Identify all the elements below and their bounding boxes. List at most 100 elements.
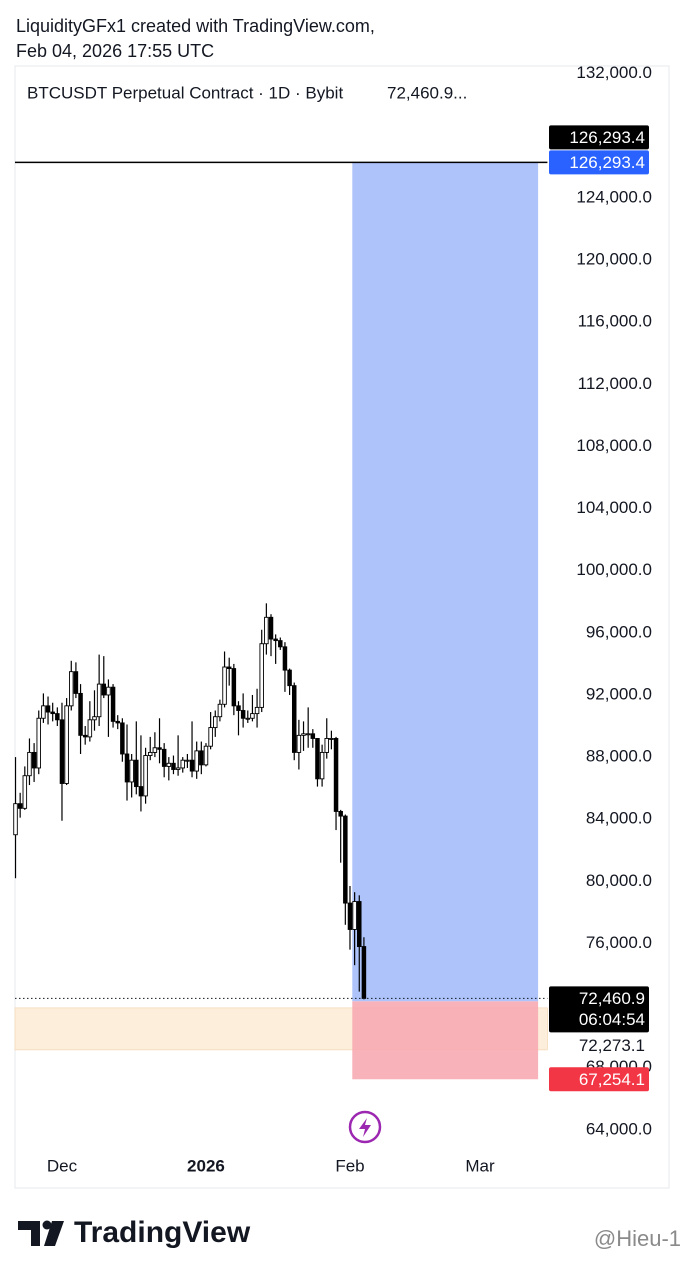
candle-body bbox=[55, 713, 60, 721]
candle-body bbox=[324, 738, 330, 753]
candle-body bbox=[222, 666, 227, 705]
y-tick-label: 124,000.0 bbox=[576, 187, 652, 206]
candle-body bbox=[291, 685, 297, 753]
y-tick-label: 116,000.0 bbox=[578, 312, 652, 331]
price-badge bbox=[549, 986, 649, 1033]
candle-body bbox=[199, 750, 204, 766]
chart-frame bbox=[14, 65, 670, 1189]
candle-body bbox=[361, 946, 367, 999]
candle-body bbox=[175, 767, 181, 770]
target-label: 126,293.4 bbox=[569, 153, 645, 172]
candle-body bbox=[301, 733, 306, 736]
candle-body bbox=[143, 755, 148, 797]
candle-body bbox=[268, 616, 274, 640]
candle-body bbox=[115, 720, 120, 724]
target-badge bbox=[549, 150, 649, 175]
x-tick-label: Mar bbox=[465, 1156, 495, 1175]
hline-label: 126,293.4 bbox=[569, 128, 645, 147]
candle-body bbox=[259, 643, 264, 708]
watermark: @Hieu-1 bbox=[594, 1226, 681, 1251]
stop-label: 67,254.1 bbox=[579, 1070, 645, 1089]
candle-body bbox=[120, 722, 125, 755]
candle-body bbox=[231, 668, 237, 707]
y-tick-label: 80,000.0 bbox=[586, 871, 652, 890]
price-label: 72,460.9 bbox=[579, 989, 645, 1008]
candle-body bbox=[240, 710, 246, 719]
candle-body bbox=[64, 705, 69, 784]
candle-body bbox=[147, 751, 153, 756]
candle-body bbox=[264, 616, 269, 645]
candle-body bbox=[250, 713, 255, 719]
replay-icon[interactable] bbox=[348, 1110, 382, 1144]
candle-body bbox=[59, 719, 65, 784]
candle-body bbox=[69, 671, 74, 707]
candle-body bbox=[296, 734, 302, 753]
candle-body bbox=[245, 717, 251, 720]
candle-body bbox=[157, 747, 162, 750]
candle-body bbox=[138, 786, 144, 797]
candle-body bbox=[343, 815, 348, 904]
candle-body bbox=[310, 733, 316, 739]
candle-body bbox=[338, 810, 343, 817]
y-tick-label: 100,000.0 bbox=[576, 560, 652, 579]
candle-body bbox=[203, 745, 209, 766]
candle-body bbox=[357, 901, 362, 948]
candle-body bbox=[161, 748, 167, 767]
y-tick-label: 112,000.0 bbox=[578, 374, 652, 393]
entry-label: 72,273.1 bbox=[579, 1036, 645, 1055]
profit-box bbox=[352, 162, 539, 1002]
y-tick-label: 104,000.0 bbox=[576, 498, 652, 517]
candle-body bbox=[236, 705, 241, 711]
candle-body bbox=[278, 640, 283, 648]
candle-body bbox=[189, 759, 195, 772]
candle-body bbox=[226, 666, 232, 670]
candle-body bbox=[124, 753, 130, 783]
candle-body bbox=[254, 706, 260, 715]
candle-body bbox=[347, 902, 353, 930]
brand: TradingView bbox=[74, 1216, 251, 1249]
y-tick-label: 64,000.0 bbox=[586, 1119, 652, 1138]
loss-box bbox=[352, 1001, 539, 1080]
stop-badge bbox=[549, 1067, 649, 1092]
plot-area bbox=[13, 161, 548, 1080]
y-tick-label: 108,000.0 bbox=[576, 436, 652, 455]
symbol-price: 72,460.9... bbox=[387, 83, 467, 102]
candle-body bbox=[50, 711, 55, 715]
candle-body bbox=[78, 692, 83, 736]
header-line: LiquidityGFx1 created with TradingView.c… bbox=[16, 16, 375, 36]
y-tick-label: 84,000.0 bbox=[586, 809, 652, 828]
candle-body bbox=[333, 738, 339, 812]
candle-body bbox=[92, 716, 97, 721]
candle-body bbox=[27, 751, 32, 777]
y-tick-label: 76,000.0 bbox=[586, 933, 652, 952]
candle-body bbox=[213, 716, 218, 729]
candle-body bbox=[305, 733, 311, 736]
candle-body bbox=[87, 719, 93, 738]
x-tick-label: Dec bbox=[47, 1156, 78, 1175]
countdown-label: 06:04:54 bbox=[579, 1010, 645, 1029]
y-tick-label: 120,000.0 bbox=[576, 250, 652, 269]
candle-body bbox=[101, 683, 107, 696]
candle-body bbox=[329, 738, 334, 740]
hline-badge bbox=[549, 125, 649, 150]
x-tick-label: Feb bbox=[335, 1156, 364, 1175]
candle-body bbox=[180, 759, 186, 769]
header-line: Feb 04, 2026 17:55 UTC bbox=[16, 41, 214, 61]
y-tick-label: 96,000.0 bbox=[586, 622, 652, 641]
candle-body bbox=[129, 759, 134, 783]
tradingview-logo bbox=[18, 1220, 64, 1246]
candle-body bbox=[273, 638, 278, 642]
candle-body bbox=[352, 901, 357, 930]
candle-body bbox=[73, 671, 79, 694]
candle-body bbox=[171, 762, 176, 770]
candle-body bbox=[194, 750, 199, 772]
candle-body bbox=[217, 703, 223, 718]
candle-body bbox=[96, 683, 102, 718]
candle-body bbox=[22, 775, 28, 809]
candle-body bbox=[31, 751, 37, 769]
candle-body bbox=[41, 705, 46, 719]
candle-body bbox=[315, 738, 320, 780]
y-tick-label: 88,000.0 bbox=[586, 747, 652, 766]
candle-body bbox=[185, 759, 190, 762]
